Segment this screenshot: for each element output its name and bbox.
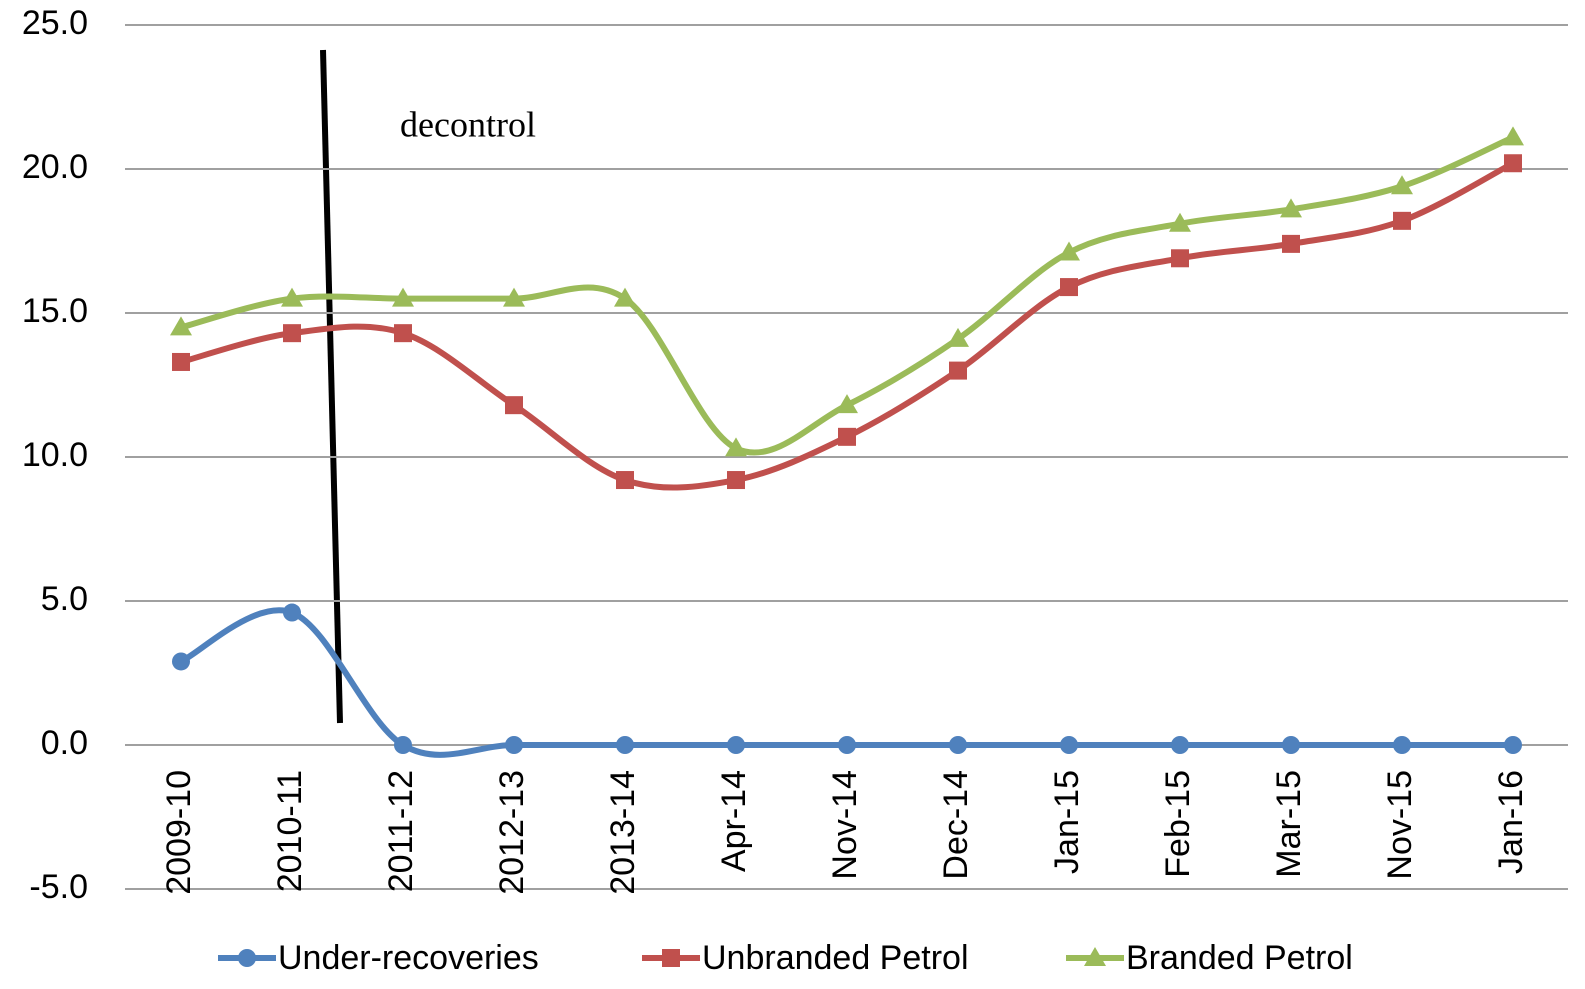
marker [505,396,523,415]
marker [283,324,301,343]
series [170,126,1524,457]
marker [172,352,190,371]
marker [1282,234,1300,253]
marker [392,287,414,307]
marker [1060,736,1078,754]
series-line [179,607,1513,758]
marker [1393,736,1411,754]
marker [616,736,634,754]
y-tick-label: 15.0 [22,292,88,330]
marker [283,603,301,622]
marker [394,736,412,754]
x-tick-label: 2011-12 [382,770,420,892]
marker [1504,154,1522,173]
annotation: decontrol [400,104,536,144]
y-tick-label: -5.0 [29,868,88,906]
y-tick-label: 20.0 [22,148,88,186]
marker [838,427,856,446]
x-tick-label: 2013-14 [604,770,642,895]
marker [947,327,969,347]
series [172,603,1522,758]
marker [505,736,523,754]
y-tick-label: 0.0 [41,724,88,762]
legend-label: Branded Petrol [1126,939,1353,977]
marker [1391,175,1413,195]
marker [725,437,747,457]
y-tick-label: 10.0 [22,436,88,474]
marker [394,324,412,343]
marker [949,736,967,754]
marker [838,736,856,754]
x-tick-label: 2010-11 [271,770,309,892]
marker [1084,947,1106,966]
x-tick-label: Apr-14 [715,770,753,872]
marker [949,361,967,380]
x-tick-label: Nov-15 [1381,770,1419,880]
marker [1169,212,1191,232]
marker [1171,736,1189,754]
legend-label: Under-recoveries [278,939,539,977]
x-tick-label: Jan-15 [1048,770,1086,874]
marker [727,471,745,490]
x-tick-label: Dec-14 [937,770,975,880]
marker [836,394,858,414]
marker [170,316,192,336]
x-tick-label: 2012-13 [493,770,531,895]
x-tick-label: Feb-15 [1159,770,1197,878]
marker [172,652,190,671]
x-tick-label: Jan-16 [1492,770,1530,874]
marker [1393,211,1411,230]
series [172,154,1522,491]
marker [1058,241,1080,261]
decontrol-line [320,49,343,724]
marker [503,287,525,307]
marker [1282,736,1300,754]
marker [1280,198,1302,218]
marker [727,736,745,754]
marker [1060,278,1078,297]
x-tick-label: Nov-14 [826,770,864,880]
y-tick-label: 5.0 [41,580,88,618]
y-tick-label: 25.0 [22,4,88,42]
marker [662,949,680,967]
marker [1504,736,1522,754]
marker [281,287,303,307]
marker [1502,126,1524,146]
marker [616,471,634,490]
marker [614,287,636,307]
marker [238,949,256,967]
x-tick-label: Mar-15 [1270,770,1308,878]
marker [1171,249,1189,268]
x-tick-label: 2009-10 [160,770,198,895]
legend-label: Unbranded Petrol [702,939,969,977]
